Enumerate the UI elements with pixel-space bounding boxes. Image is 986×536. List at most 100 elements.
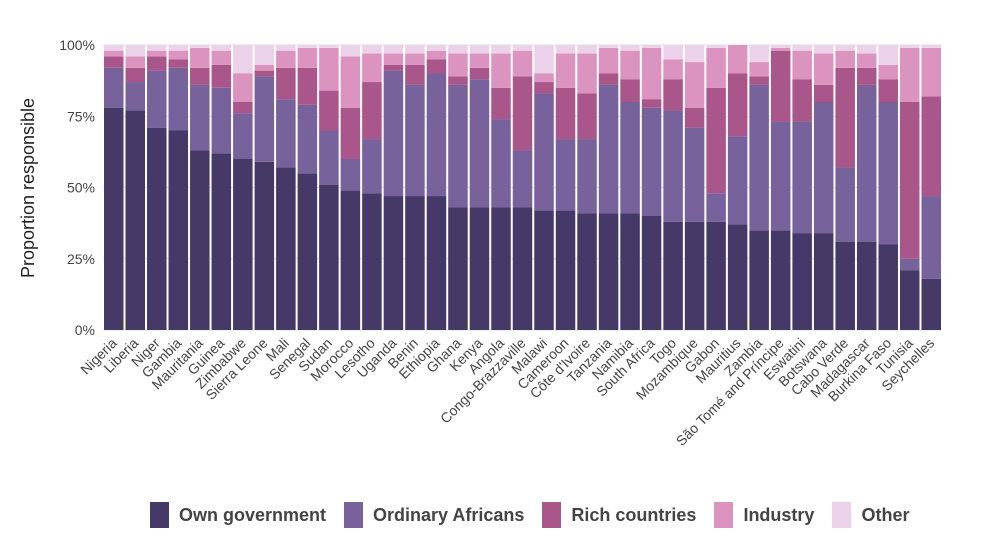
bar-segment-ordinary-africans: [448, 84, 468, 208]
legend-label: Rich countries: [571, 504, 697, 525]
bar-segment-rich-countries: [211, 64, 232, 88]
bar-segment-ordinary-africans: [899, 258, 920, 271]
bar-segment-rich-countries: [383, 64, 404, 71]
bar-segment-ordinary-africans: [813, 102, 834, 234]
bar-segment-ordinary-africans: [233, 113, 253, 159]
bar-segment-own-government: [620, 213, 640, 330]
bar-segment-other: [233, 45, 253, 74]
bar-segment-industry: [878, 64, 898, 80]
y-tick-label: 0%: [75, 322, 95, 338]
y-axis-label: Proportion responsible: [18, 98, 38, 278]
bar-segment-industry: [362, 53, 382, 83]
bar-segment-own-government: [340, 190, 361, 330]
bar-segment-own-government: [469, 207, 490, 330]
bar-segment-other: [706, 45, 726, 48]
bar-segment-industry: [899, 47, 920, 102]
bar-segment-ordinary-africans: [125, 82, 146, 111]
bar-segment-rich-countries: [469, 67, 490, 80]
bar-segment-other: [469, 45, 490, 54]
bars: [104, 45, 941, 331]
bar-segment-own-government: [835, 241, 855, 330]
y-tick-label: 75%: [67, 108, 95, 124]
bar-segment-own-government: [211, 153, 232, 330]
bar-segment-rich-countries: [555, 87, 576, 140]
bar-segment-ordinary-africans: [878, 102, 898, 245]
bar-segment-ordinary-africans: [856, 84, 877, 242]
bar-segment-ordinary-africans: [405, 84, 425, 197]
bar-segment-own-government: [512, 207, 533, 330]
bar-segment-other: [276, 45, 296, 51]
legend-item: Own government: [150, 502, 326, 528]
bar-stack: [448, 45, 468, 330]
bar-segment-other: [125, 45, 146, 57]
bar-stack: [598, 45, 619, 330]
legend-swatch: [150, 502, 169, 528]
bar-segment-rich-countries: [512, 76, 533, 151]
bar-segment-other: [362, 45, 382, 54]
bar-segment-ordinary-africans: [555, 139, 576, 211]
bar-stack: [684, 45, 705, 330]
bar-segment-own-government: [663, 221, 683, 330]
bar-segment-industry: [813, 53, 834, 85]
bar-segment-other: [190, 45, 210, 48]
bar-segment-own-government: [491, 207, 511, 330]
bar-segment-other: [147, 45, 167, 51]
bar-segment-own-government: [276, 167, 296, 330]
bar-segment-rich-countries: [792, 79, 812, 122]
bar-segment-own-government: [383, 196, 404, 330]
legend-label: Ordinary Africans: [373, 504, 525, 525]
bar-segment-industry: [297, 47, 318, 68]
bar-segment-rich-countries: [190, 67, 210, 85]
bar-stack: [168, 45, 189, 330]
bar-stack: [663, 45, 683, 330]
bar-segment-industry: [641, 47, 662, 100]
bar-segment-industry: [577, 53, 597, 94]
legend-swatch: [832, 502, 852, 528]
bar-segment-own-government: [190, 150, 210, 330]
bar-segment-other: [899, 45, 920, 48]
legend-item: Industry: [714, 502, 814, 528]
bar-segment-ordinary-africans: [727, 136, 748, 225]
bar-stack: [555, 45, 576, 330]
bar-segment-other: [878, 45, 898, 65]
bar-segment-rich-countries: [319, 90, 339, 131]
bar-segment-industry: [512, 50, 533, 77]
bar-stack: [147, 45, 167, 331]
bar-segment-ordinary-africans: [340, 159, 361, 191]
bar-segment-industry: [190, 47, 210, 68]
bar-segment-own-government: [534, 210, 554, 330]
bar-segment-other: [620, 45, 640, 51]
bar-segment-industry: [620, 50, 640, 80]
bar-segment-ordinary-africans: [598, 84, 619, 214]
bar-segment-other: [491, 45, 511, 54]
bar-stack: [835, 45, 855, 330]
bar-segment-rich-countries: [899, 102, 920, 259]
bar-segment-other: [684, 45, 705, 63]
bar-segment-other: [598, 45, 619, 48]
bar-segment-industry: [319, 47, 339, 91]
bar-segment-industry: [770, 47, 791, 51]
bar-stack: [319, 45, 339, 330]
bar-segment-other: [921, 45, 941, 48]
bar-segment-industry: [792, 50, 812, 80]
bar-segment-rich-countries: [706, 87, 726, 194]
bar-segment-rich-countries: [405, 64, 425, 85]
bar-segment-other: [856, 45, 877, 54]
bar-segment-ordinary-africans: [620, 102, 640, 214]
bar-segment-own-government: [749, 230, 769, 330]
bar-segment-other: [555, 45, 576, 54]
bar-segment-rich-countries: [684, 107, 705, 128]
bar-segment-ordinary-africans: [512, 150, 533, 208]
bar-segment-industry: [856, 53, 877, 68]
bar-segment-ordinary-africans: [706, 193, 726, 222]
bar-segment-ordinary-africans: [684, 127, 705, 222]
legend-swatch: [542, 502, 562, 528]
bar-segment-rich-countries: [147, 56, 167, 71]
bar-segment-ordinary-africans: [469, 79, 490, 208]
bar-stack: [577, 45, 597, 330]
bar-segment-ordinary-africans: [921, 196, 941, 279]
bar-segment-own-government: [921, 278, 941, 330]
bar-segment-own-government: [641, 216, 662, 330]
bar-segment-own-government: [147, 127, 167, 331]
bar-segment-own-government: [233, 159, 253, 330]
